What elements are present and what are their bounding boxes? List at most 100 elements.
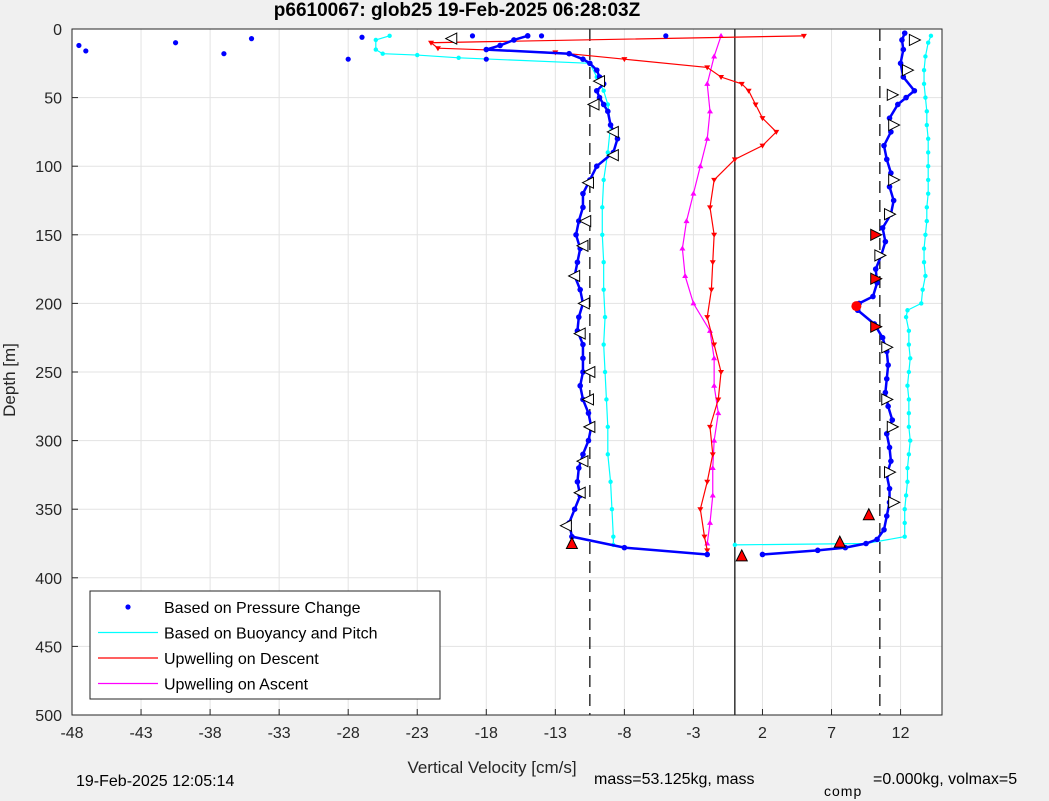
buoyancy-point [923, 273, 928, 279]
y-tick-label: 250 [35, 365, 62, 382]
upwelling-descent-point [434, 46, 441, 52]
pressure-outlier-point [483, 56, 489, 62]
buoyancy-point [902, 520, 907, 526]
upwelling-descent-point [704, 548, 711, 554]
upwelling-descent-point [718, 370, 725, 375]
pressure-point [900, 74, 907, 80]
buoyancy-point [921, 246, 927, 251]
pressure-point [881, 526, 887, 533]
open-left-triangle-marker [578, 214, 592, 228]
upwelling-ascent-point [683, 218, 690, 224]
footer-timestamp: 19-Feb-2025 12:05:14 [76, 773, 235, 790]
buoyancy-point [924, 109, 930, 114]
x-tick-label: 2 [758, 725, 767, 742]
upwelling-ascent-point [690, 300, 697, 306]
upwelling-ascent-point [690, 190, 697, 196]
pressure-point [600, 101, 607, 108]
pressure-point [577, 382, 583, 389]
pressure-point [886, 115, 893, 121]
pressure-outlier-point [83, 48, 89, 54]
open-left-triangle-marker [586, 98, 600, 111]
y-tick-label: 200 [35, 296, 62, 313]
pressure-point [886, 444, 893, 451]
open-left-triangle-marker [606, 125, 619, 139]
open-right-triangle-marker [888, 173, 901, 187]
pressure-point [593, 67, 600, 73]
pressure-point [885, 362, 891, 368]
buoyancy-point [373, 37, 379, 43]
buoyancy-point [905, 308, 910, 313]
x-tick-label: -28 [337, 725, 360, 742]
buoyancy-point [923, 232, 928, 237]
pressure-point [882, 238, 889, 245]
upwelling-descent-point [621, 57, 628, 63]
upwelling-ascent-point [679, 245, 686, 251]
pressure-point [759, 551, 766, 558]
buoyancy-point [925, 40, 931, 45]
buoyancy-point [380, 51, 385, 56]
upwelling-descent-point [428, 40, 435, 46]
upwelling-descent-point [745, 88, 752, 94]
open-right-triangle-marker [888, 118, 901, 132]
buoyancy-point [906, 452, 912, 457]
open-right-triangle-marker [884, 207, 897, 221]
buoyancy-point [905, 383, 910, 388]
upwelling-descent-point [759, 143, 766, 149]
y-tick-label: 0 [53, 22, 62, 39]
upwelling-descent-point [697, 507, 704, 513]
pressure-point [577, 286, 583, 293]
y-tick-label: 100 [35, 159, 62, 176]
y-tick-label: 500 [35, 708, 62, 725]
pressure-point [614, 135, 621, 142]
buoyancy-point [919, 301, 924, 306]
buoyancy-point [732, 542, 738, 548]
pressure-point [895, 101, 901, 108]
pressure-point [497, 42, 503, 49]
upwelling-ascent-point [707, 108, 713, 114]
buoyancy-point [925, 191, 931, 196]
open-left-triangle-marker [581, 176, 594, 189]
buoyancy-point [601, 260, 606, 265]
buoyancy-point [921, 67, 927, 73]
filled-up-triangle-marker [565, 536, 579, 549]
pressure-point [524, 33, 531, 39]
footer-mass: mass=53.125kg, mass [594, 771, 755, 788]
buoyancy-point [906, 342, 912, 347]
pressure-outlier-point [172, 40, 179, 46]
open-right-triangle-marker [888, 496, 901, 509]
upwelling-ascent-point [711, 53, 718, 59]
pressure-point [901, 30, 908, 36]
legend-label: Upwelling on Ascent [164, 677, 309, 694]
buoyancy-point [602, 314, 608, 320]
upwelling-descent-point [709, 452, 716, 458]
pressure-point [605, 108, 611, 115]
pressure-point [573, 232, 579, 238]
pressure-point [885, 403, 891, 410]
pressure-point [580, 451, 586, 458]
x-tick-label: -48 [60, 725, 83, 742]
x-tick-label: 12 [892, 725, 910, 742]
pressure-point [585, 437, 592, 444]
upwelling-descent-point [715, 397, 722, 403]
filled-up-triangle-marker [833, 535, 847, 548]
x-tick-label: -8 [617, 725, 631, 742]
open-left-triangle-marker [575, 239, 589, 253]
pressure-point [607, 122, 614, 128]
buoyancy-point [601, 88, 606, 93]
upwelling-ascent-point [711, 437, 718, 443]
buoyancy-point [924, 122, 930, 128]
upwelling-descent-point [704, 315, 711, 321]
buoyancy-point [456, 55, 461, 61]
pressure-point [883, 156, 890, 163]
upwelling-ascent-point [704, 135, 711, 141]
upwelling-descent-point [708, 287, 715, 293]
pressure-point [899, 37, 905, 43]
buoyancy-point [604, 397, 609, 402]
buoyancy-point [387, 33, 392, 39]
x-tick-label: -18 [475, 725, 498, 742]
buoyancy-point [415, 52, 420, 58]
y-tick-label: 150 [35, 228, 62, 245]
pressure-outlier-point [248, 36, 255, 42]
open-left-triangle-marker [582, 420, 596, 434]
